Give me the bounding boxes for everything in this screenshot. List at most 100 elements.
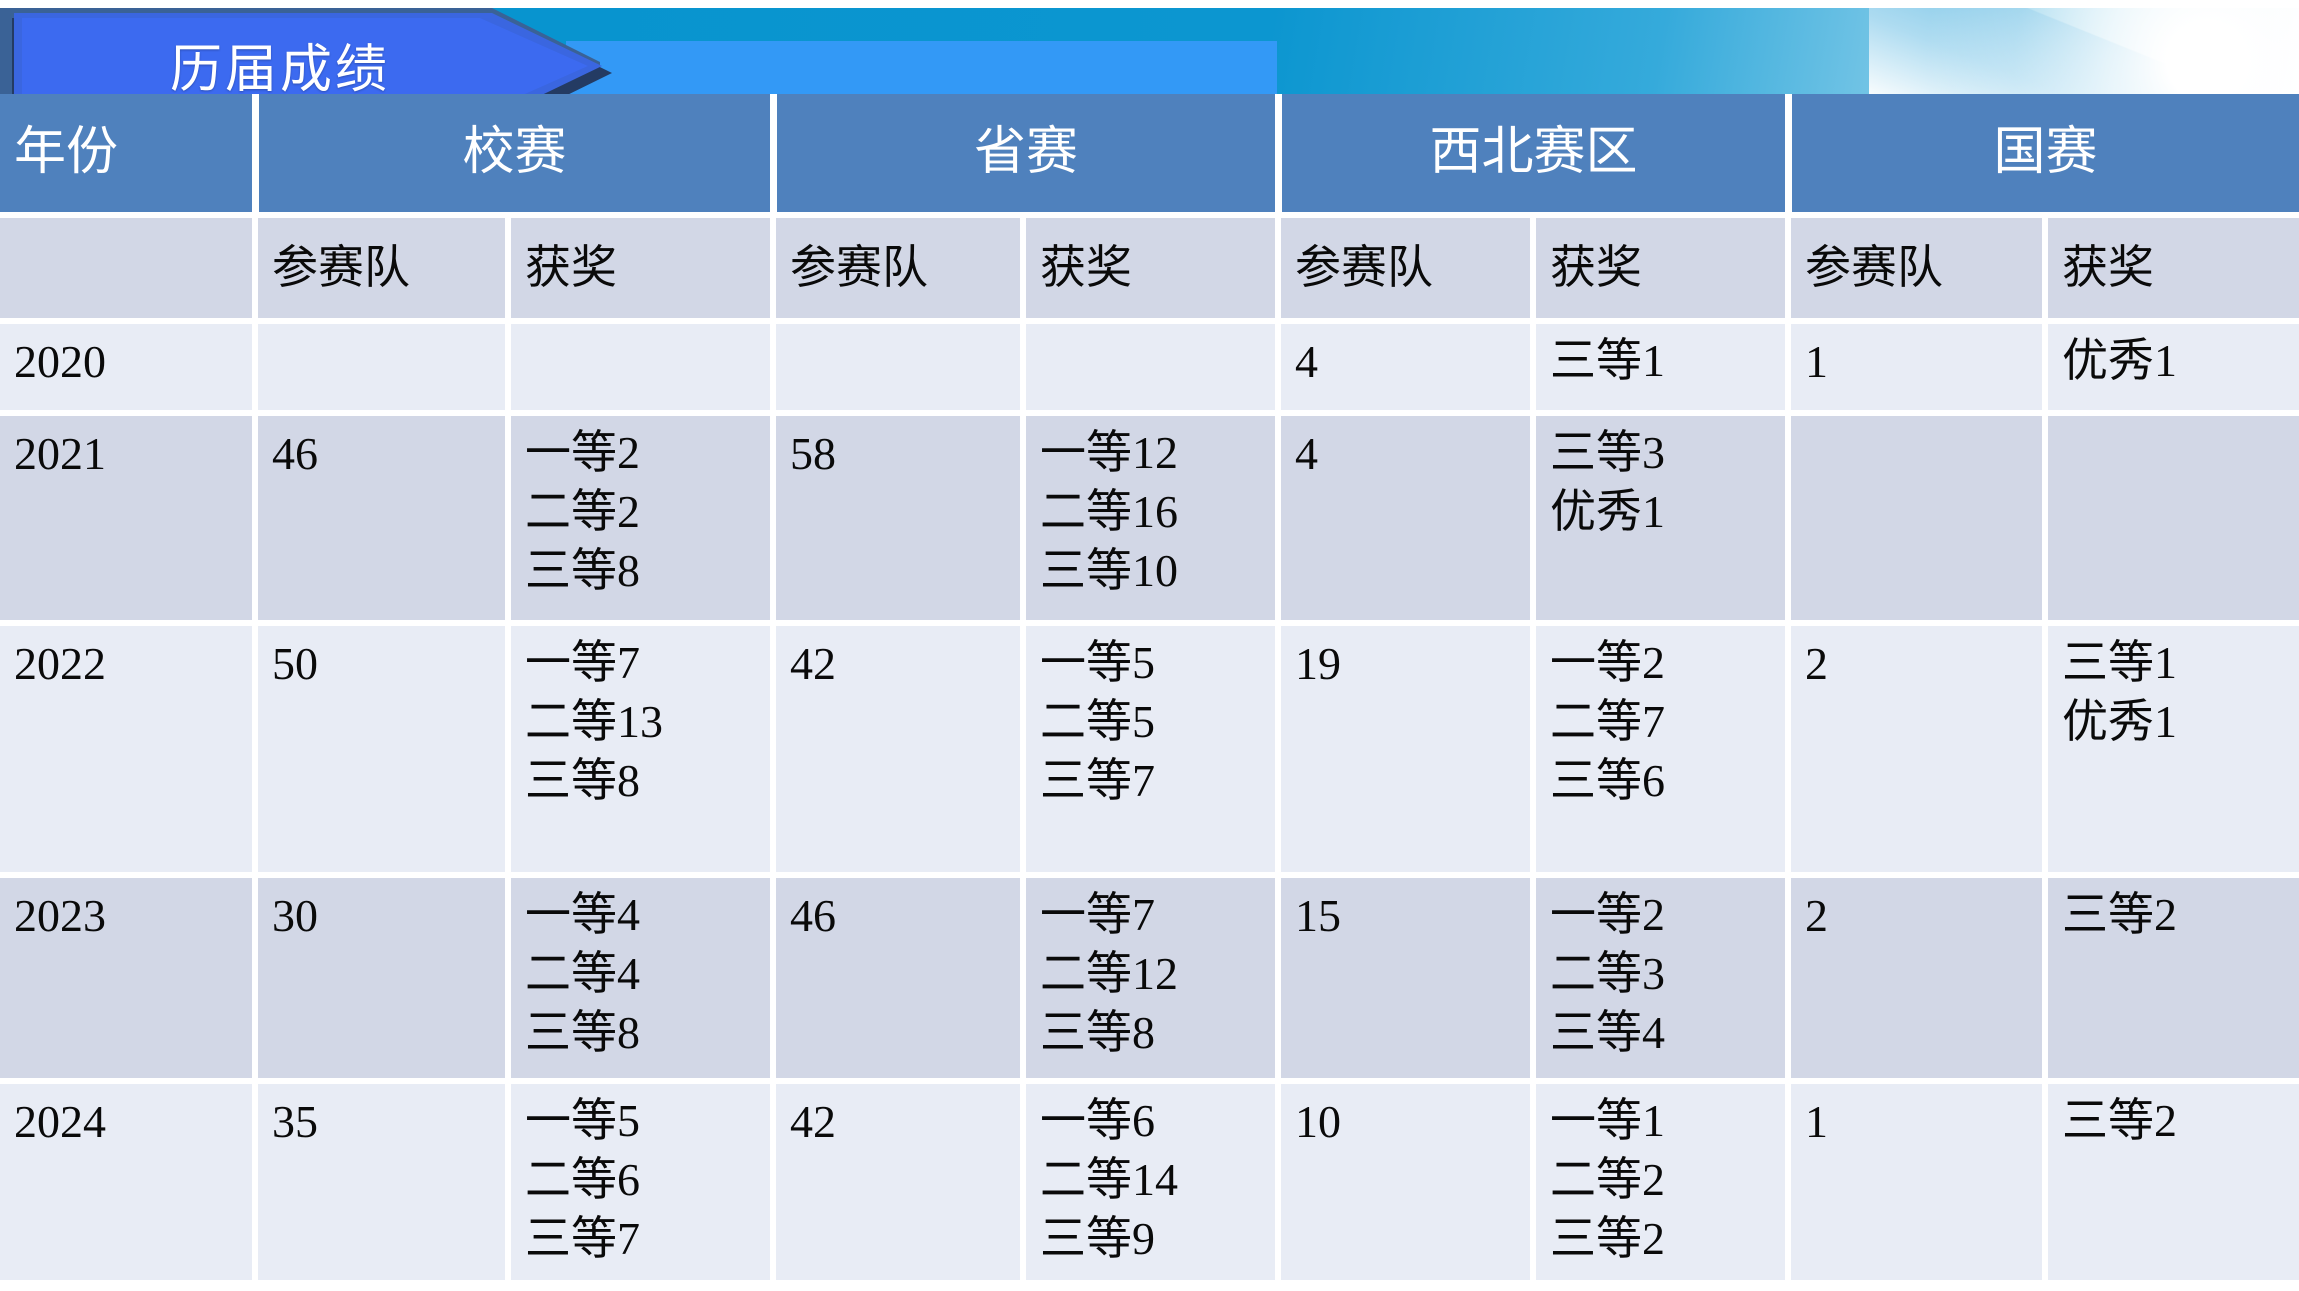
group-header-school: 校赛 [252,94,771,212]
cell-school-awards-value: 一等2 二等2 三等8 [525,427,640,596]
cell-northwest-awards-value: 三等1 [1550,335,1666,386]
title-chevron: 历届成绩 [0,8,620,128]
cell-school-teams: 46 [252,410,505,620]
cell-province-teams: 42 [770,620,1021,872]
cell-national-teams-value: 2 [1805,890,1829,941]
cell-school-awards [505,318,771,410]
cell-province-teams: 42 [770,1078,1021,1280]
cell-province-awards-value: 一等12 二等16 三等10 [1040,427,1179,596]
cell-year: 2020 [0,318,252,410]
subheader-northwest-awards: 获奖 [1530,212,1786,318]
cell-province-awards [1020,318,1276,410]
cell-northwest-awards: 一等2 二等3 三等4 [1530,872,1786,1078]
cell-national-teams [1785,410,2043,620]
cell-northwest-awards-value: 一等1 二等2 三等2 [1550,1095,1666,1264]
cell-national-teams-value: 2 [1805,638,1829,689]
table-row: 2020 4 三等1 1 优秀1 [0,318,2299,410]
cell-province-awards-value: 一等7 二等12 三等8 [1040,889,1179,1058]
table-row: 2024 35 一等5 二等6 三等7 42 一等6 二等14 三等9 10 一… [0,1078,2299,1280]
cell-school-teams-value: 50 [272,638,318,689]
cell-northwest-teams-value: 10 [1295,1096,1342,1147]
cell-province-awards-value: 一等6 二等14 三等9 [1040,1095,1179,1264]
cell-province-teams-value: 42 [790,1096,837,1147]
cell-national-awards-value: 三等1 优秀1 [2062,637,2178,747]
cell-northwest-teams-value: 15 [1295,890,1342,941]
cell-year: 2022 [0,620,252,872]
cell-northwest-awards: 三等1 [1530,318,1786,410]
cell-province-teams: 46 [770,872,1021,1078]
cell-province-teams: 58 [770,410,1021,620]
group-header-province-label: 省赛 [974,124,1079,182]
group-header-national-label: 国赛 [1993,124,2098,182]
subheader-northwest-teams: 参赛队 [1275,212,1531,318]
cell-national-awards: 三等2 [2042,1078,2299,1280]
table-subheader-row: 参赛队 获奖 参赛队 获奖 参赛队 获奖 参赛队 获奖 [0,212,2299,318]
cell-school-teams-value: 35 [272,1096,318,1147]
cell-northwest-teams-value: 19 [1295,638,1342,689]
cell-province-awards: 一等12 二等16 三等10 [1020,410,1276,620]
cell-school-awards-value: 一等7 二等13 三等8 [525,637,663,806]
cell-school-teams-value: 30 [272,890,318,941]
cell-school-teams: 35 [252,1078,505,1280]
subheader-blank-label [0,218,252,318]
cell-national-awards-value [2048,416,2299,432]
cell-national-teams: 1 [1785,1078,2043,1280]
cell-province-teams-value: 46 [790,890,837,941]
cell-national-teams-value: 1 [1805,336,1829,387]
table-group-header-row: 年份 校赛 省赛 西北赛区 国赛 [0,94,2299,212]
group-header-year: 年份 [0,94,252,212]
cell-school-awards-value: 一等4 二等4 三等8 [525,889,640,1058]
subheader-province-awards: 获奖 [1020,212,1276,318]
cell-year: 2023 [0,872,252,1078]
subheader-blank [0,212,252,318]
subheader-school-teams-label: 参赛队 [272,242,410,294]
subheader-northwest-teams-label: 参赛队 [1295,242,1434,294]
cell-northwest-teams-value: 4 [1295,428,1319,479]
cell-national-teams: 2 [1785,620,2043,872]
cell-school-teams: 30 [252,872,505,1078]
cell-national-teams-value [1791,416,2042,432]
cell-northwest-awards-value: 一等2 二等3 三等4 [1550,889,1666,1058]
cell-year: 2024 [0,1078,252,1280]
banner-lightblue-band [566,41,1277,94]
cell-national-awards-value: 三等2 [2062,889,2178,940]
cell-northwest-awards: 一等2 二等7 三等6 [1530,620,1786,872]
subheader-province-teams: 参赛队 [770,212,1021,318]
cell-national-awards [2042,410,2299,620]
slide-title: 历届成绩 [169,41,390,99]
cell-year-value: 2021 [14,428,106,479]
cell-northwest-teams: 15 [1275,872,1531,1078]
subheader-province-teams-label: 参赛队 [790,242,929,294]
subheader-national-awards-label: 获奖 [2062,242,2155,294]
cell-province-awards: 一等7 二等12 三等8 [1020,872,1276,1078]
results-table: 年份 校赛 省赛 西北赛区 国赛 参赛队 获奖 [0,94,2299,1280]
cell-school-awards: 一等7 二等13 三等8 [505,620,771,872]
cell-school-awards: 一等4 二等4 三等8 [505,872,771,1078]
cell-national-awards: 优秀1 [2042,318,2299,410]
group-header-year-label: 年份 [14,124,119,182]
cell-northwest-teams: 4 [1275,410,1531,620]
cell-school-teams-value [258,324,505,340]
group-header-school-label: 校赛 [462,124,567,182]
cell-province-awards-value: 一等5 二等5 三等7 [1040,637,1156,806]
cell-national-awards: 三等2 [2042,872,2299,1078]
cell-northwest-teams: 19 [1275,620,1531,872]
cell-northwest-teams: 10 [1275,1078,1531,1280]
cell-year-value: 2020 [14,336,106,387]
cell-year: 2021 [0,410,252,620]
cell-northwest-teams: 4 [1275,318,1531,410]
cell-school-teams [252,318,505,410]
subheader-school-awards-label: 获奖 [525,242,617,294]
cell-national-teams: 2 [1785,872,2043,1078]
group-header-province: 省赛 [770,94,1276,212]
table-row: 2023 30 一等4 二等4 三等8 46 一等7 二等12 三等8 15 一… [0,872,2299,1078]
table-row: 2022 50 一等7 二等13 三等8 42 一等5 二等5 三等7 19 一… [0,620,2299,872]
cell-national-awards: 三等1 优秀1 [2042,620,2299,872]
cell-province-teams-value [776,324,1020,340]
cell-year-value: 2022 [14,638,106,689]
subheader-national-awards: 获奖 [2042,212,2299,318]
subheader-national-teams-label: 参赛队 [1805,242,1944,294]
cell-northwest-teams-value: 4 [1295,336,1319,387]
cell-province-teams-value: 42 [790,638,837,689]
